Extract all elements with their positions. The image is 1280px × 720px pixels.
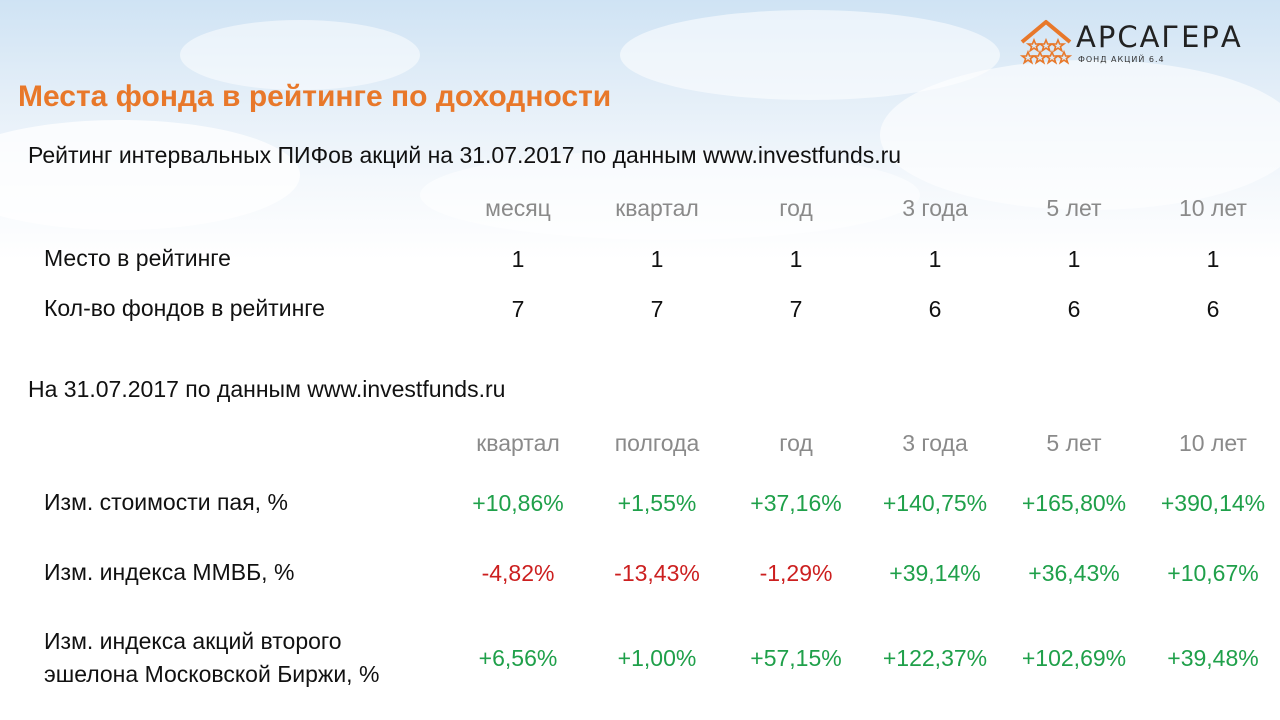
row-label-line2: эшелона Московской Биржи, % [44,661,380,687]
rating-cell: 6 [1067,296,1081,322]
rating-cell: 7 [789,296,803,322]
rating-column-header: 10 лет [1179,195,1247,221]
rating-cell: 7 [511,296,525,322]
returns-column-header: полгода [614,430,700,456]
cloud [0,120,300,230]
row-label-line1: Изм. индекса акций второго [44,628,342,654]
rating-cell: 1 [511,246,525,272]
rating-cell: 6 [928,296,942,322]
rating-cell: 6 [1206,296,1220,322]
rating-cell: 1 [789,246,803,272]
returns-column-header: год [779,430,813,456]
returns-section-title: На 31.07.2017 по данным www.investfunds.… [28,376,506,402]
return-cell: +39,48% [1167,645,1259,671]
return-cell: +57,15% [750,645,842,671]
row-label: Кол-во фондов в рейтинге [44,295,325,321]
sky-background [0,0,1280,260]
rating-column-header: квартал [615,195,699,221]
return-cell: -4,82% [481,560,555,586]
cloud [180,20,420,90]
rating-column-header: год [779,195,813,221]
cloud [880,60,1280,210]
rating-cell: 1 [650,246,664,272]
return-cell: +37,16% [750,490,842,516]
rating-column-header: 3 года [902,195,968,221]
logo-subtitle: ФОНД АКЦИЙ 6.4 [1078,55,1165,64]
return-cell: +1,00% [617,645,697,671]
row-label: Изм. индекса ММВБ, % [44,559,295,585]
row-label: Место в рейтинге [44,245,231,271]
row-label: Изм. стоимости пая, % [44,489,288,515]
logo-name: АРСАГЕРА [1076,20,1243,54]
return-cell: -13,43% [614,560,700,586]
rating-column-header: 5 лет [1046,195,1102,221]
returns-column-header: 10 лет [1179,430,1247,456]
return-cell: +390,14% [1160,490,1266,516]
house-stars-icon [1019,20,1073,65]
return-cell: +39,14% [889,560,981,586]
return-cell: +6,56% [478,645,558,671]
return-cell: +140,75% [882,490,988,516]
return-cell: +1,55% [617,490,697,516]
return-cell: +102,69% [1021,645,1127,671]
return-cell: +165,80% [1021,490,1127,516]
returns-column-header: квартал [476,430,560,456]
rating-cell: 1 [928,246,942,272]
cloud [420,150,920,240]
rating-cell: 1 [1206,246,1220,272]
returns-column-header: 5 лет [1046,430,1102,456]
return-cell: +122,37% [882,645,988,671]
return-cell: -1,29% [759,560,833,586]
return-cell: +10,67% [1167,560,1259,586]
return-cell: +10,86% [472,490,564,516]
rating-cell: 1 [1067,246,1081,272]
rating-cell: 7 [650,296,664,322]
page-title: Места фонда в рейтинге по доходности [18,80,612,113]
rating-column-header: месяц [485,195,551,221]
return-cell: +36,43% [1028,560,1120,586]
company-logo: АРСАГЕРА ФОНД АКЦИЙ 6.4 [1018,18,1258,70]
rating-section-title: Рейтинг интервальных ПИФов акций на 31.0… [28,142,902,168]
returns-column-header: 3 года [902,430,968,456]
